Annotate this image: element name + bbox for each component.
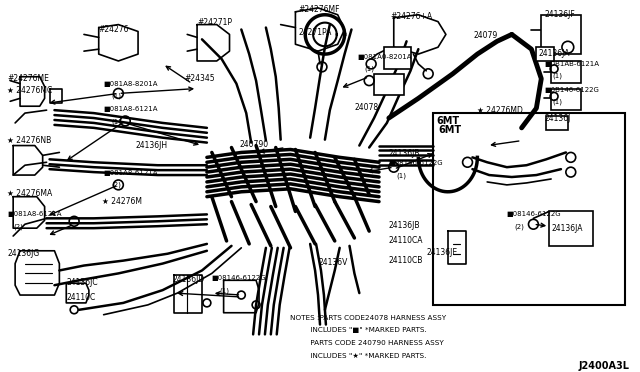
Text: (1): (1) [111,118,122,125]
Text: ■081A8-8201A: ■081A8-8201A [104,81,158,87]
Text: INCLUDES "■" *MARKED PARTS.: INCLUDES "■" *MARKED PARTS. [291,327,428,333]
Text: ★ 24276M: ★ 24276M [102,197,141,206]
Text: ■0B146-6122G: ■0B146-6122G [544,87,599,93]
Text: 24136JH: 24136JH [135,141,167,150]
Text: PARTS CODE 240790 HARNESS ASSY: PARTS CODE 240790 HARNESS ASSY [291,340,444,346]
Text: #24276ME: #24276ME [7,74,49,83]
Text: #24345: #24345 [184,74,215,83]
Text: ★ 24276MD: ★ 24276MD [477,106,524,115]
Text: #24276MF: #24276MF [298,5,340,14]
Text: (2): (2) [13,223,23,230]
Bar [551,61,580,83]
Text: INCLUDES "★" *MARKED PARTS.: INCLUDES "★" *MARKED PARTS. [291,353,427,359]
Text: #24276: #24276 [99,25,129,33]
Text: 24136JE: 24136JE [426,248,458,257]
Text: ■0B1AB-6121A: ■0B1AB-6121A [544,61,599,67]
Text: 24078: 24078 [355,103,378,112]
Text: (1): (1) [397,172,406,179]
Text: 24110C: 24110C [67,293,95,302]
Text: 24136J: 24136J [544,114,571,123]
Text: (1): (1) [552,73,562,79]
Text: J2400A3L: J2400A3L [579,361,630,371]
Text: ■08146-6122G: ■08146-6122G [212,275,266,281]
Text: #24276+A: #24276+A [391,12,433,21]
Text: (2): (2) [515,223,525,230]
Text: (1): (1) [111,93,122,99]
Text: 24136JA: 24136JA [538,49,570,58]
Text: 24136JA: 24136JA [551,224,582,233]
Text: NOTES :PARTS CODE24078 HARNESS ASSY: NOTES :PARTS CODE24078 HARNESS ASSY [291,315,447,321]
Text: ■081A8-6121A: ■081A8-6121A [104,106,158,112]
Text: ■081A8-6121A: ■081A8-6121A [104,170,158,176]
Text: #24271P: #24271P [197,18,232,27]
Bar [374,74,404,95]
Text: 24136V: 24136V [318,258,348,267]
Bar [433,113,625,305]
Bar [384,47,412,69]
Text: ■08146-6122G: ■08146-6122G [389,160,444,166]
Text: ■08146-6122G: ■08146-6122G [507,211,561,218]
Text: ■081A8-6121A: ■081A8-6121A [7,211,61,218]
Text: ■081A0-8201A: ■081A0-8201A [357,54,412,60]
Text: (2): (2) [111,182,122,189]
Text: ★ 24276MA: ★ 24276MA [7,189,52,198]
Text: 24136JC: 24136JC [67,278,98,287]
Text: 240790: 240790 [239,140,269,149]
Bar [549,211,593,246]
Text: 24271PA: 24271PA [298,28,332,36]
Text: 24136JB: 24136JB [389,150,420,158]
Text: ★ 24276MC: ★ 24276MC [7,86,52,94]
Text: 24079: 24079 [474,32,498,41]
Text: 24136JD: 24136JD [172,275,205,284]
Text: 24136JG: 24136JG [7,249,40,258]
Bar [551,89,580,110]
Text: 24110CA: 24110CA [389,236,423,245]
Text: (1): (1) [220,287,230,294]
Text: (1): (1) [364,66,374,73]
Text: ★ 24276NB: ★ 24276NB [7,136,51,145]
Bar [541,15,580,54]
Text: 6MT: 6MT [436,116,459,126]
Text: 24110CB: 24110CB [389,256,423,265]
Text: 24136JB: 24136JB [389,221,420,230]
Text: 6MT: 6MT [438,125,461,135]
Bar [546,116,568,130]
Bar [536,47,554,61]
Text: 24136JF: 24136JF [544,10,575,19]
Text: (1): (1) [552,98,562,105]
